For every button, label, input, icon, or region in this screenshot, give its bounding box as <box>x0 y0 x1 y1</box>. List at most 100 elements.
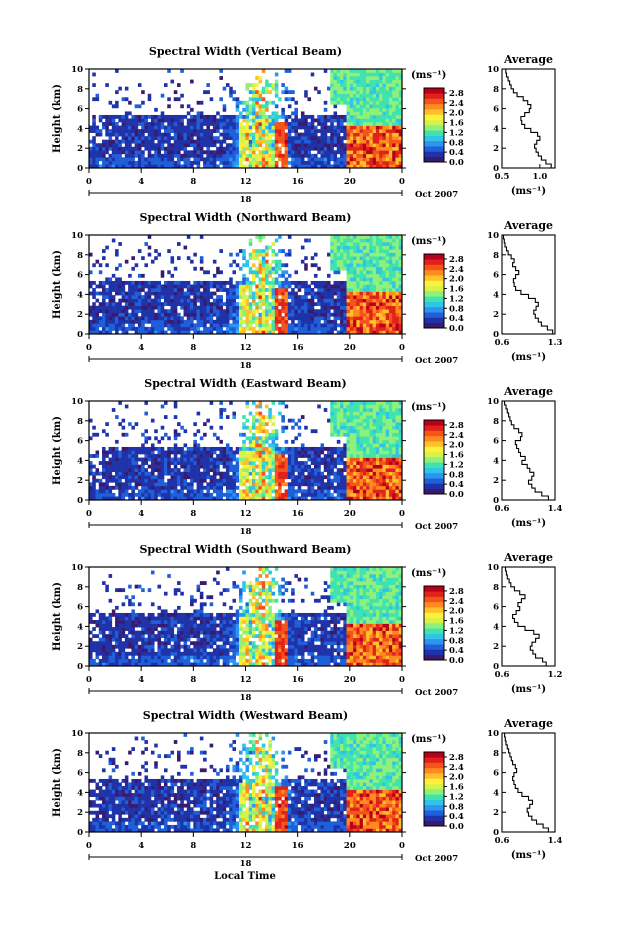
heatmap-cell <box>382 93 386 98</box>
heatmap-cell <box>349 288 354 292</box>
heatmap-cell <box>261 309 266 314</box>
heatmap-cell <box>261 90 266 95</box>
heatmap-cell <box>98 150 103 155</box>
heatmap-cell <box>340 139 344 144</box>
heatmap-cell <box>154 478 158 483</box>
heatmap-cell <box>108 485 113 490</box>
heatmap-cell <box>154 454 158 458</box>
heatmap-cell <box>128 136 132 141</box>
heatmap-cell <box>388 136 393 141</box>
heatmap-cell <box>268 136 272 141</box>
heatmap-cell <box>258 139 263 144</box>
heatmap-cell <box>346 157 351 162</box>
heatmap-cell <box>229 114 233 119</box>
heatmap-cell <box>160 284 165 289</box>
heatmap-cell <box>343 468 347 473</box>
heatmap-cell <box>300 245 305 250</box>
heatmap-cell <box>98 164 103 169</box>
heatmap-cell <box>102 146 106 151</box>
heatmap-cell <box>209 464 214 469</box>
heatmap-cell <box>98 280 103 285</box>
heatmap-cell <box>398 312 403 317</box>
heatmap-cell <box>379 288 383 292</box>
heatmap-cell <box>271 143 276 148</box>
heatmap-cell <box>131 295 135 299</box>
heatmap-cell <box>173 118 178 123</box>
heatmap-cell <box>235 139 240 144</box>
heatmap-cell <box>137 298 142 303</box>
heatmap-cell <box>209 461 214 465</box>
heatmap-cell <box>362 309 367 314</box>
heatmap-cell <box>388 291 393 296</box>
heatmap-cell <box>313 489 318 494</box>
heatmap-cell <box>150 475 155 480</box>
heatmap-cell <box>362 277 367 282</box>
heatmap-cell <box>258 425 263 430</box>
heatmap-cell <box>131 492 135 497</box>
heatmap-cell <box>196 136 201 141</box>
heatmap-cell <box>170 471 175 476</box>
heatmap-cell <box>385 238 390 243</box>
heatmap-cell <box>167 485 171 490</box>
heatmap-cell <box>235 143 240 148</box>
colorbar-unit: (ms⁻¹) <box>411 236 446 247</box>
heatmap-cell <box>170 157 175 162</box>
heatmap-cell <box>340 164 344 169</box>
heatmap-cell <box>265 107 269 112</box>
heatmap-cell <box>304 475 308 480</box>
heatmap-cell <box>268 291 272 296</box>
heatmap-cell <box>304 291 308 296</box>
heatmap-cell <box>105 288 109 292</box>
heatmap-cell <box>375 122 380 126</box>
heatmap-cell <box>238 305 243 310</box>
heatmap-cell <box>150 122 155 126</box>
heatmap-cell <box>366 97 370 102</box>
heatmap-cell <box>147 157 152 162</box>
heatmap-cell <box>281 157 285 162</box>
heatmap-cell <box>111 153 116 158</box>
heatmap-cell <box>385 83 390 87</box>
heatmap-cell <box>196 450 201 455</box>
heatmap-cell <box>395 72 400 77</box>
y-tick-label: 6 <box>77 105 83 115</box>
heatmap-cell <box>297 471 302 476</box>
heatmap-cell <box>160 302 165 307</box>
heatmap-cell <box>395 273 400 278</box>
heatmap-cell <box>278 461 282 465</box>
heatmap-cell <box>258 319 263 324</box>
heatmap-cell <box>362 76 367 80</box>
heatmap-cell <box>219 475 223 480</box>
heatmap-cell <box>128 284 132 289</box>
heatmap-cell <box>92 323 96 328</box>
heatmap-cell <box>333 79 338 84</box>
heatmap-cell <box>281 415 285 419</box>
heatmap-cell <box>349 143 354 148</box>
heatmap-cell <box>160 312 165 317</box>
heatmap-cell <box>395 93 400 98</box>
heatmap-cell <box>392 249 396 253</box>
heatmap-cell <box>186 118 191 123</box>
colorbar-swatch <box>424 291 444 297</box>
heatmap-cell <box>232 97 237 102</box>
heatmap-cell <box>294 489 298 494</box>
heatmap-cell <box>160 160 165 165</box>
heatmap-cell <box>317 298 321 303</box>
heatmap-cell <box>238 153 243 158</box>
heatmap-cell <box>340 404 344 409</box>
heatmap-cell <box>258 125 263 130</box>
heatmap-cell <box>320 326 325 331</box>
heatmap-cell <box>154 136 158 141</box>
heatmap-cell <box>222 136 227 141</box>
heatmap-cell <box>229 330 233 335</box>
heatmap-cell <box>274 114 279 119</box>
heatmap-cell <box>274 139 279 144</box>
heatmap-cell <box>287 475 292 480</box>
heatmap-cell <box>222 280 227 285</box>
heatmap-cell <box>265 305 269 310</box>
heatmap-cell <box>375 277 380 282</box>
heatmap-cell <box>105 277 109 282</box>
heatmap-cell <box>232 164 237 169</box>
heatmap-cell <box>398 266 403 271</box>
heatmap-cell <box>245 122 250 126</box>
heatmap-cell <box>291 425 295 430</box>
